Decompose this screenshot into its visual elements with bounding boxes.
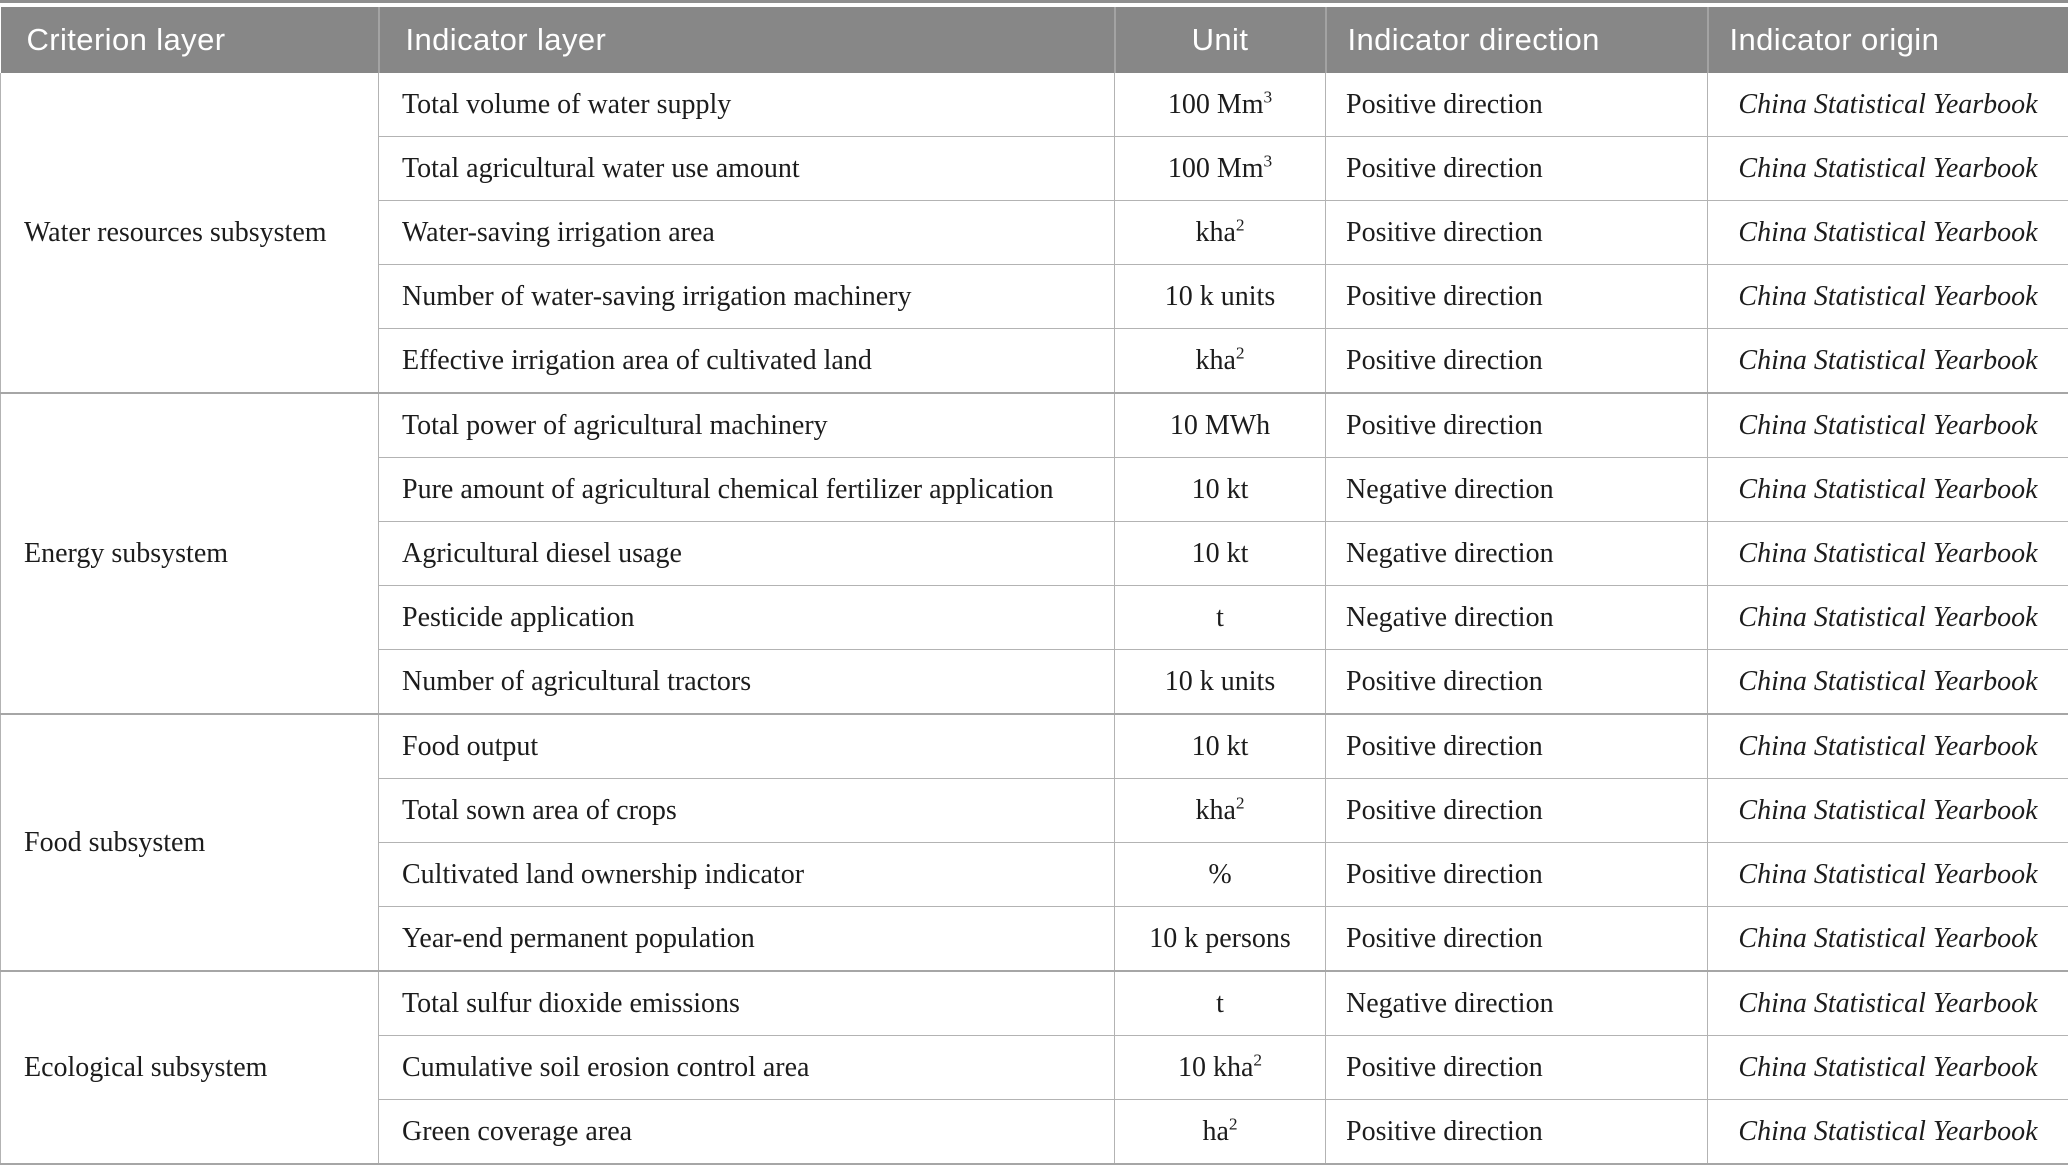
origin-cell: China Statistical Yearbook [1708,458,2068,522]
direction-cell: Positive direction [1326,137,1708,201]
header-cell-indicator-layer: Indicator layer [379,7,1115,73]
unit-cell: kha2 [1115,779,1326,843]
origin-cell: China Statistical Yearbook [1708,1036,2068,1100]
origin-cell: China Statistical Yearbook [1708,907,2068,972]
unit-cell: t [1115,586,1326,650]
unit-cell: 10 kha2 [1115,1036,1326,1100]
indicator-cell: Number of agricultural tractors [379,650,1115,715]
unit-cell: 10 kt [1115,522,1326,586]
direction-cell: Positive direction [1326,329,1708,394]
indicator-cell: Agricultural diesel usage [379,522,1115,586]
criterion-cell: Ecological subsystem [1,971,379,1164]
indicator-cell: Cumulative soil erosion control area [379,1036,1115,1100]
unit-cell: 10 MWh [1115,393,1326,458]
indicator-cell: Green coverage area [379,1100,1115,1165]
unit-cell: 10 k units [1115,650,1326,715]
origin-cell: China Statistical Yearbook [1708,329,2068,394]
direction-cell: Negative direction [1326,522,1708,586]
origin-cell: China Statistical Yearbook [1708,650,2068,715]
header-cell-unit: Unit [1115,7,1326,73]
origin-cell: China Statistical Yearbook [1708,971,2068,1036]
origin-cell: China Statistical Yearbook [1708,779,2068,843]
top-rule [0,0,2068,3]
unit-cell: kha2 [1115,329,1326,394]
indicator-cell: Total sulfur dioxide emissions [379,971,1115,1036]
indicator-cell: Total volume of water supply [379,73,1115,137]
indicator-cell: Total agricultural water use amount [379,137,1115,201]
indicator-cell: Total sown area of crops [379,779,1115,843]
indicator-cell: Number of water-saving irrigation machin… [379,265,1115,329]
header-cell-criterion-layer: Criterion layer [1,7,379,73]
table-header: Criterion layer Indicator layer Unit Ind… [1,7,2068,73]
origin-cell: China Statistical Yearbook [1708,714,2068,779]
unit-cell: 100 Mm3 [1115,73,1326,137]
indicator-cell: Water-saving irrigation area [379,201,1115,265]
origin-cell: China Statistical Yearbook [1708,393,2068,458]
header-cell-indicator-origin: Indicator origin [1708,7,2068,73]
unit-cell: % [1115,843,1326,907]
direction-cell: Positive direction [1326,714,1708,779]
indicator-table: Criterion layer Indicator layer Unit Ind… [0,7,2068,1165]
criterion-cell: Water resources subsystem [1,73,379,393]
direction-cell: Negative direction [1326,586,1708,650]
direction-cell: Positive direction [1326,779,1708,843]
direction-cell: Positive direction [1326,73,1708,137]
direction-cell: Negative direction [1326,971,1708,1036]
direction-cell: Negative direction [1326,458,1708,522]
indicator-cell: Cultivated land ownership indicator [379,843,1115,907]
header-row: Criterion layer Indicator layer Unit Ind… [1,7,2068,73]
origin-cell: China Statistical Yearbook [1708,1100,2068,1165]
indicator-cell: Food output [379,714,1115,779]
direction-cell: Positive direction [1326,650,1708,715]
origin-cell: China Statistical Yearbook [1708,522,2068,586]
unit-cell: 100 Mm3 [1115,137,1326,201]
direction-cell: Positive direction [1326,907,1708,972]
indicator-cell: Year-end permanent population [379,907,1115,972]
unit-cell: 10 k persons [1115,907,1326,972]
unit-cell: 10 k units [1115,265,1326,329]
unit-cell: ha2 [1115,1100,1326,1165]
direction-cell: Positive direction [1326,265,1708,329]
origin-cell: China Statistical Yearbook [1708,843,2068,907]
direction-cell: Positive direction [1326,393,1708,458]
indicator-cell: Total power of agricultural machinery [379,393,1115,458]
indicator-cell: Pesticide application [379,586,1115,650]
direction-cell: Positive direction [1326,843,1708,907]
indicator-cell: Effective irrigation area of cultivated … [379,329,1115,394]
header-cell-indicator-direction: Indicator direction [1326,7,1708,73]
origin-cell: China Statistical Yearbook [1708,586,2068,650]
direction-cell: Positive direction [1326,201,1708,265]
indicator-cell: Pure amount of agricultural chemical fer… [379,458,1115,522]
unit-cell: 10 kt [1115,458,1326,522]
origin-cell: China Statistical Yearbook [1708,265,2068,329]
criterion-cell: Energy subsystem [1,393,379,714]
unit-cell: t [1115,971,1326,1036]
direction-cell: Positive direction [1326,1100,1708,1165]
unit-cell: kha2 [1115,201,1326,265]
origin-cell: China Statistical Yearbook [1708,201,2068,265]
direction-cell: Positive direction [1326,1036,1708,1100]
origin-cell: China Statistical Yearbook [1708,137,2068,201]
unit-cell: 10 kt [1115,714,1326,779]
criterion-cell: Food subsystem [1,714,379,971]
origin-cell: China Statistical Yearbook [1708,73,2068,137]
